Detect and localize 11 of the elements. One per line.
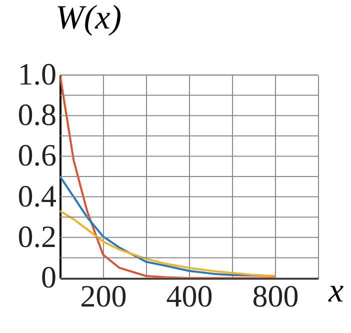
y-tick-label: 0.4 (18, 178, 57, 214)
x-axis-title: x (328, 272, 344, 310)
x-tick-label: 400 (166, 278, 213, 314)
x-tick-label: 800 (252, 278, 299, 314)
x-tick-label: 200 (80, 278, 127, 314)
y-tick-label: 1.0 (18, 56, 56, 92)
y-tick-label: 0.2 (18, 218, 56, 254)
y-tick-label: 0.6 (18, 138, 56, 173)
y-tick-label: 0.8 (18, 97, 56, 132)
y-tick-label: 0 (41, 260, 56, 294)
y-axis-title: W(x) (56, 0, 122, 36)
